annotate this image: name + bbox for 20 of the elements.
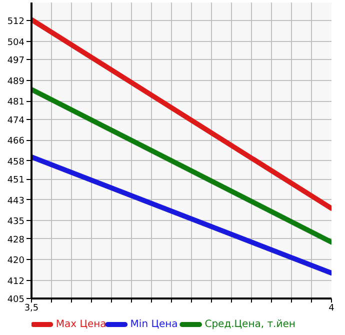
y-tick-label: 497	[7, 56, 25, 66]
y-tick-label: 481	[7, 98, 25, 108]
y-tick-label: 474	[7, 116, 25, 126]
legend-label: Min Цена	[130, 319, 178, 330]
y-tick-label: 504	[7, 38, 25, 48]
y-tick-label: 512	[7, 17, 25, 28]
y-tick-label: 412	[7, 276, 25, 287]
y-tick-label: 435	[7, 217, 25, 228]
x-tick-label: 3,5	[24, 304, 39, 314]
y-tick-label: 489	[7, 76, 25, 87]
y-tick-label: 405	[7, 295, 25, 305]
y-tick-label: 420	[7, 256, 25, 266]
y-tick-label: 428	[7, 235, 25, 246]
legend-label: Max Цена	[56, 319, 106, 330]
x-tick-label: 4	[328, 304, 335, 314]
y-tick-label: 443	[7, 196, 25, 206]
legend-label: Сред.Цена, т.йен	[204, 319, 296, 330]
y-tick-label: 466	[7, 136, 25, 147]
y-tick-label: 451	[7, 176, 25, 186]
y-tick-label: 458	[7, 157, 25, 168]
